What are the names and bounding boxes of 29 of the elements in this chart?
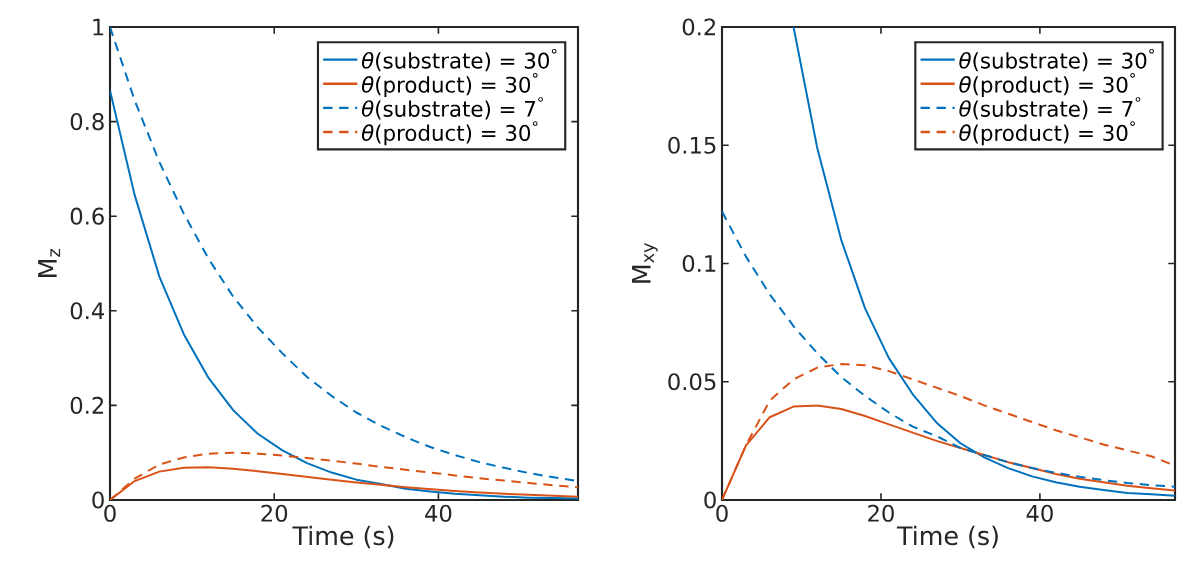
y-tick-label: 0.15 <box>668 136 716 154</box>
x-tick-label: 0 <box>104 504 116 522</box>
legend-label: θ(substrate) = 7$^{°}$ <box>362 97 543 120</box>
legend-label: θ(product) = 30$^{°}$ <box>959 121 1135 146</box>
legend-label: θ(product) = 30$^{°}$ <box>959 73 1135 97</box>
y-tick-label: 0.6 <box>70 207 104 225</box>
y-tick-label: 0.05 <box>668 373 716 391</box>
legend-label: θ(product) = 30$^{°}$ <box>362 121 538 146</box>
legend-label: θ(product) = 30$^{°}$ <box>362 73 538 97</box>
legend-label: θ(substrate) = 7$^{°}$ <box>959 97 1141 120</box>
y-axis-title: M$_{z}$ <box>38 249 61 277</box>
x-tick-label: 20 <box>261 504 288 522</box>
y-tick-label: 0.2 <box>682 18 716 36</box>
x-axis-title: Time (s) <box>896 525 998 549</box>
x-axis-title: Time (s) <box>292 525 394 549</box>
x-tick-label: 40 <box>425 504 452 522</box>
x-tick-label: 20 <box>868 504 894 522</box>
y-tick-label: 1 <box>93 18 104 36</box>
y-tick-label: 0.1 <box>682 254 716 273</box>
x-tick-label: 40 <box>1026 504 1053 522</box>
y-axis-title: M$_{xy}$ <box>632 242 658 283</box>
y-tick-label: 0.4 <box>70 302 105 320</box>
legend-label: θ(substrate) = 30$^{°}$ <box>959 48 1154 72</box>
y-tick-label: 0.2 <box>70 396 104 414</box>
legend-label: θ(substrate) = 30$^{°}$ <box>362 48 557 72</box>
y-tick-label: 0 <box>92 491 104 509</box>
y-tick-label: 0 <box>704 491 716 509</box>
x-tick-label: 0 <box>716 504 728 522</box>
y-tick-label: 0.8 <box>70 113 104 131</box>
